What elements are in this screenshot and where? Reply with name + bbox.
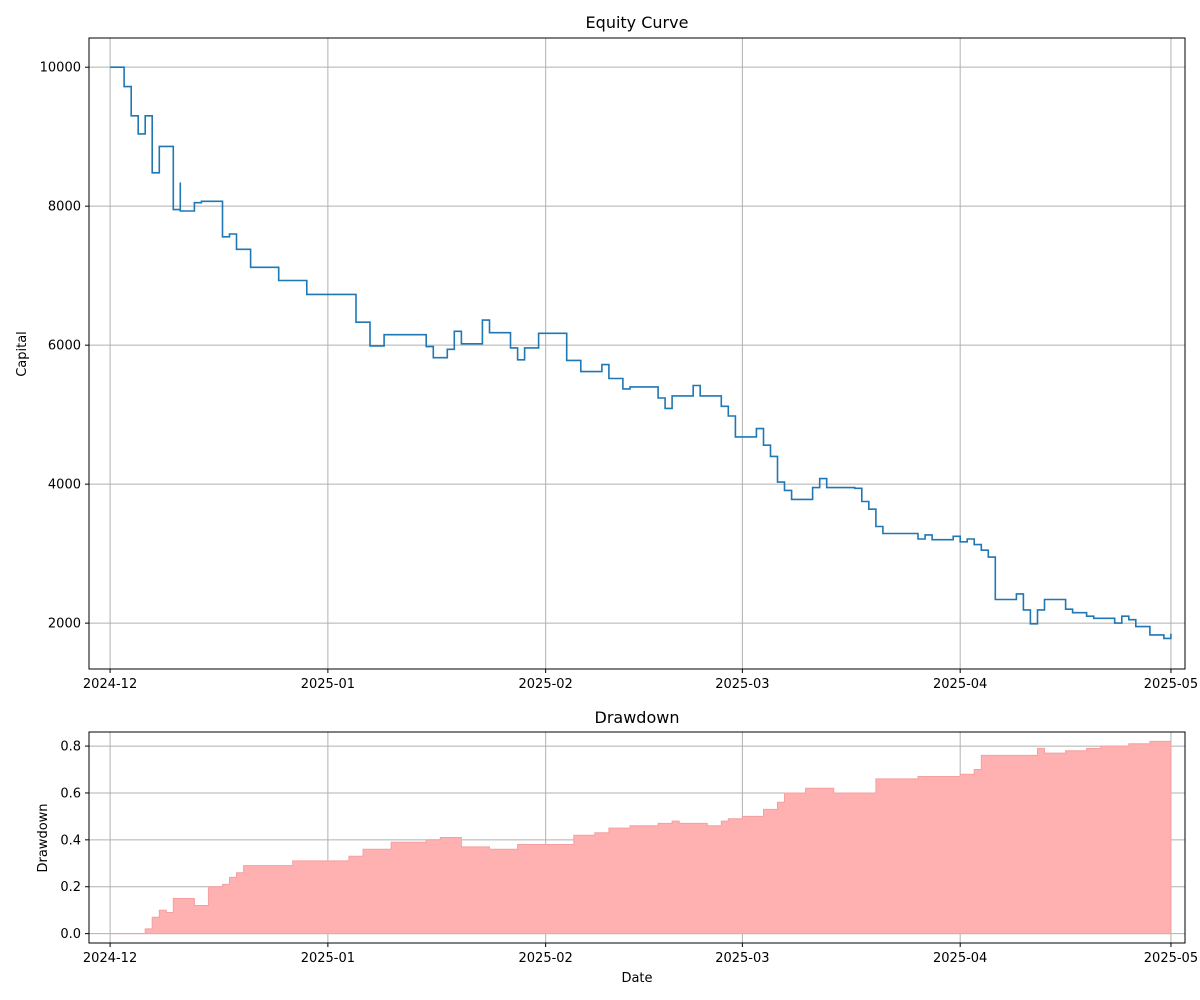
drawdown-series: [110, 740, 1172, 935]
equity-curve-title: Equity Curve: [586, 13, 689, 32]
equity-curve-y-ticks: 2000 4000 6000 8000 10000: [40, 61, 89, 632]
equity-x-tick-label: 2025-04: [933, 677, 987, 692]
equity-x-tick-label: 2024-12: [83, 677, 137, 692]
drawdown-x-tick-label: 2025-04: [933, 951, 987, 966]
drawdown-x-ticks: 2024-12 2025-01 2025-02 2025-03 2025-04 2025-…: [83, 943, 1198, 966]
equity-curve-x-ticks: 2024-12 2025-01 2025-02 2025-03 2025-04 2025-…: [83, 669, 1198, 692]
drawdown-x-tick-label: 2025-02: [519, 951, 573, 966]
drawdown-y-ticks: 0.0 0.2 0.4 0.6 0.8: [60, 740, 89, 942]
equity-y-tick-label: 2000: [48, 617, 81, 632]
equity-y-tick-label: 6000: [48, 339, 81, 354]
drawdown-x-tick-label: 2025-01: [301, 951, 355, 966]
equity-curve-series: [110, 66, 1172, 640]
equity-curve-grid: [89, 38, 1185, 669]
drawdown-title: Drawdown: [595, 708, 680, 727]
equity-curve-panel: Equity Curve Capital 2024-12 2025-01 2025-…: [15, 13, 1198, 692]
drawdown-ylabel: Drawdown: [36, 803, 51, 872]
equity-y-tick-label: 8000: [48, 200, 81, 215]
equity-y-tick-label: 4000: [48, 478, 81, 493]
drawdown-y-tick-label: 0.4: [60, 833, 81, 848]
equity-x-tick-label: 2025-03: [715, 677, 769, 692]
drawdown-y-tick-label: 0.2: [60, 880, 81, 895]
drawdown-y-tick-label: 0.8: [60, 740, 81, 755]
drawdown-y-tick-label: 0.0: [60, 927, 81, 942]
drawdown-panel: Drawdown Drawdown Date 2024-12 2025-01 202…: [36, 708, 1198, 986]
equity-curve-ylabel: Capital: [15, 331, 30, 377]
drawdown-area: [110, 740, 1172, 935]
equity-x-tick-label: 2025-02: [519, 677, 573, 692]
equity-curve-frame: [88, 37, 1186, 670]
drawdown-x-tick-label: 2025-03: [715, 951, 769, 966]
drawdown-frame: [88, 731, 1186, 944]
equity-x-tick-label: 2025-01: [301, 677, 355, 692]
equity-y-tick-label: 10000: [40, 61, 81, 76]
equity-x-tick-label: 2025-05: [1144, 677, 1198, 692]
drawdown-x-tick-label: 2025-05: [1144, 951, 1198, 966]
drawdown-y-tick-label: 0.6: [60, 786, 81, 801]
equity-line: [110, 66, 1172, 640]
drawdown-xlabel: Date: [621, 971, 652, 986]
drawdown-x-tick-label: 2024-12: [83, 951, 137, 966]
